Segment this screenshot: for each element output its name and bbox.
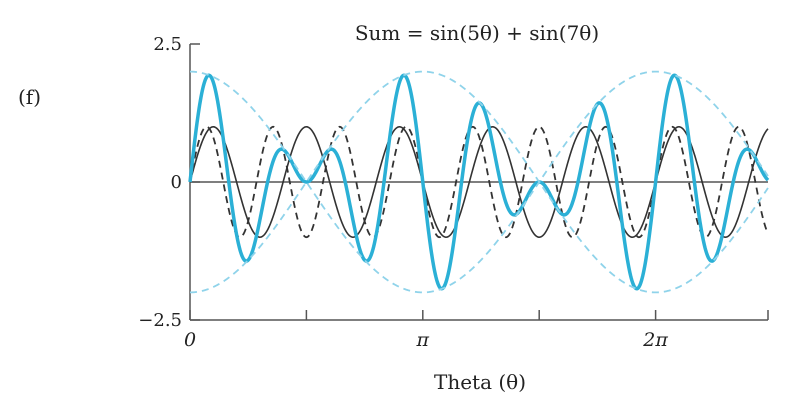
plot-area: 2.50−2.50 π 2π [138, 34, 770, 351]
series-3-1-line [190, 70, 769, 294]
panel-label: (f) [18, 85, 41, 109]
y-tick-label-1: 0 [171, 172, 182, 193]
series-1-line [189, 125, 769, 239]
chart-title: Sum = sin(5θ) + sin(7θ) [355, 21, 599, 45]
x-tick-label-0: 0 [184, 329, 196, 351]
series-0-line [189, 125, 769, 239]
y-tick-label-2: −2.5 [138, 310, 182, 331]
y-tick-label-0: 2.5 [153, 34, 182, 55]
x-tick-label-2: π [416, 329, 430, 351]
x-axis-label: Theta (θ) [434, 370, 526, 394]
x-tick-label-4: 2π [642, 329, 668, 351]
series-3-0-line [190, 70, 769, 294]
